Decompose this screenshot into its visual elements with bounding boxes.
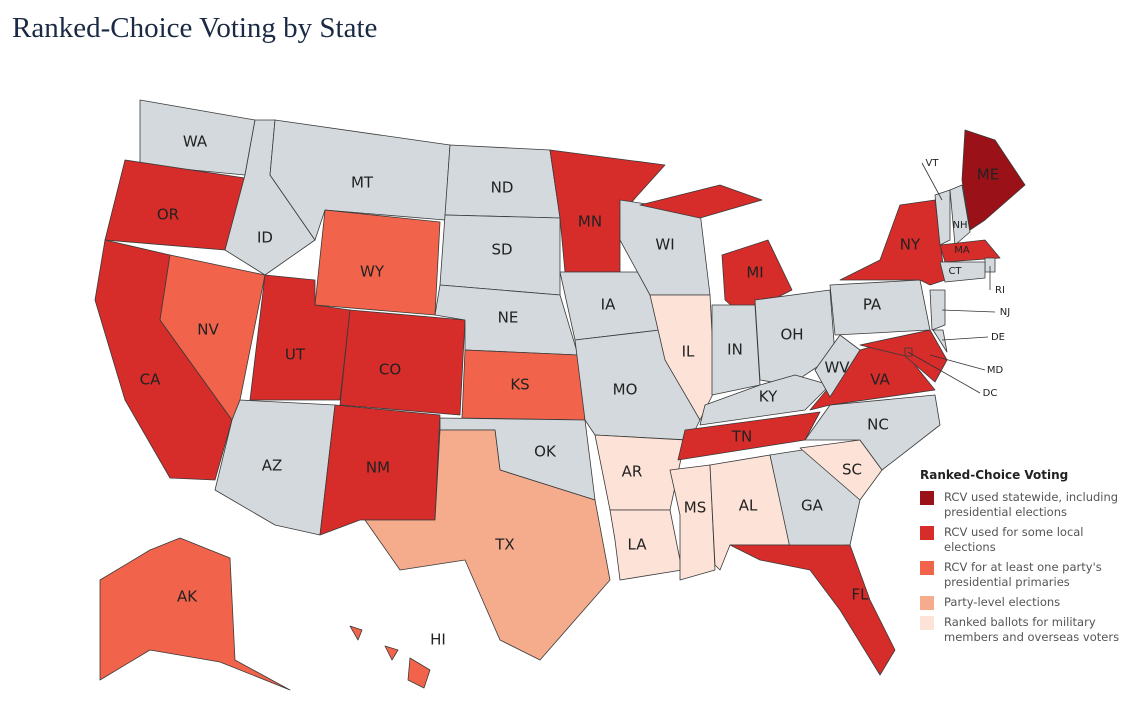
- state-label: MO: [613, 381, 638, 399]
- state-shape: [364, 429, 611, 661]
- state-label: OH: [780, 326, 803, 344]
- state-label: IL: [682, 343, 695, 361]
- state-label: MD: [987, 365, 1004, 376]
- legend-item: RCV for at least one party's presidentia…: [920, 560, 1125, 590]
- state-label: ID: [257, 229, 273, 247]
- legend-item: Ranked ballots for military members and …: [920, 615, 1125, 645]
- legend-item: RCV used for some local elections: [920, 525, 1125, 555]
- state-label: KS: [510, 376, 529, 394]
- state-shape: [961, 129, 1026, 231]
- state-label: AL: [739, 497, 758, 515]
- state-label: FL: [852, 586, 870, 604]
- legend-item: RCV used statewide, including presidenti…: [920, 490, 1125, 520]
- state-shape: [99, 537, 291, 691]
- state-shape: [384, 645, 399, 661]
- state-label: AR: [622, 463, 643, 481]
- state-shape: [639, 184, 763, 219]
- state-label: NY: [900, 236, 921, 254]
- state-label: ND: [491, 179, 514, 197]
- state-label: DE: [991, 332, 1005, 343]
- state-label: NM: [366, 459, 390, 477]
- state-shape: [932, 329, 948, 353]
- state-label: CO: [379, 361, 401, 379]
- state-shape: [814, 334, 861, 398]
- state-label: WY: [360, 263, 385, 281]
- legend-label: Ranked ballots for military members and …: [944, 615, 1120, 644]
- state-label: ME: [977, 166, 999, 184]
- state-label: WV: [824, 359, 850, 377]
- legend: Ranked-Choice Voting RCV used statewide,…: [920, 468, 1125, 650]
- legend-label: RCV used for some local elections: [944, 525, 1084, 554]
- state-label: NV: [197, 321, 219, 339]
- label-leader: [941, 336, 989, 341]
- state-shape: [949, 184, 971, 246]
- state-label: KY: [759, 388, 778, 406]
- state-shape: [929, 289, 946, 331]
- state-label: MN: [578, 213, 602, 231]
- state-shape: [939, 239, 1001, 263]
- state-label: TN: [731, 428, 752, 446]
- state-shape: [349, 625, 363, 641]
- state-shape: [754, 289, 836, 386]
- state-label: TX: [494, 536, 514, 554]
- state-label: DC: [983, 388, 998, 399]
- state-label: CT: [948, 266, 962, 277]
- label-leader: [907, 351, 981, 394]
- state-label: IN: [727, 341, 743, 359]
- state-label: SD: [491, 241, 512, 259]
- label-leader: [929, 354, 986, 371]
- legend-swatch: [920, 561, 934, 575]
- state-shape: [339, 309, 466, 416]
- state-label: VT: [926, 158, 940, 169]
- state-label: WA: [183, 133, 208, 151]
- state-shape: [729, 544, 896, 676]
- state-label: WI: [655, 236, 674, 254]
- state-shape: [407, 657, 431, 689]
- legend-title: Ranked-Choice Voting: [920, 468, 1069, 482]
- state-label: SC: [842, 461, 862, 479]
- state-label: NC: [867, 416, 889, 434]
- legend-item: Party-level elections: [920, 595, 1125, 610]
- state-label: VA: [870, 371, 890, 389]
- legend-label: Party-level elections: [944, 595, 1061, 609]
- legend-swatch: [920, 616, 934, 630]
- state-label: RI: [995, 285, 1005, 296]
- state-shape: [939, 261, 986, 283]
- state-label: MA: [954, 245, 970, 256]
- state-label: HI: [430, 631, 446, 649]
- state-label: AZ: [262, 457, 283, 475]
- label-leader: [941, 309, 996, 313]
- state-shape: [669, 464, 716, 581]
- state-label: IA: [601, 296, 616, 314]
- state-shape: [609, 509, 683, 581]
- legend-label: RCV used statewide, including presidenti…: [944, 490, 1119, 519]
- state-label: NJ: [1000, 307, 1010, 318]
- state-label: CA: [140, 371, 161, 389]
- legend-label: RCV for at least one party's presidentia…: [944, 560, 1102, 589]
- page-title: Ranked-Choice Voting by State: [12, 12, 378, 44]
- state-label: GA: [801, 497, 824, 515]
- legend-swatch: [920, 526, 934, 540]
- label-leader: [921, 162, 943, 201]
- state-label: AK: [177, 588, 198, 606]
- state-shape: [839, 199, 946, 286]
- state-label: MI: [746, 264, 763, 282]
- legend-swatch: [920, 491, 934, 505]
- state-label: MS: [684, 499, 706, 517]
- state-label: NE: [498, 309, 519, 327]
- state-label: NH: [953, 220, 968, 231]
- state-label: OK: [534, 443, 557, 461]
- state-label: LA: [628, 536, 648, 554]
- legend-swatch: [920, 596, 934, 610]
- state-label: UT: [285, 346, 306, 364]
- state-label: PA: [863, 296, 882, 314]
- state-shape: [934, 189, 951, 246]
- state-label: OR: [157, 206, 179, 224]
- state-label: MT: [351, 174, 374, 192]
